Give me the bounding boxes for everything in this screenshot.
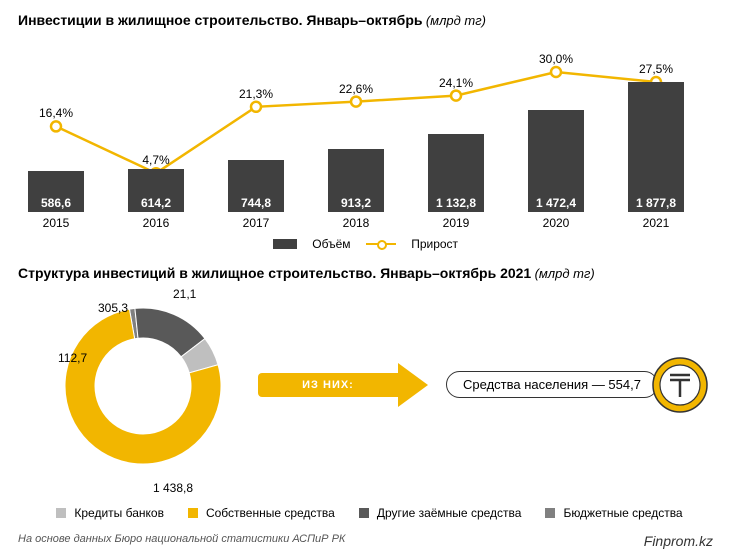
bar: 1 472,4 [528,110,584,212]
chart2-title-text: Структура инвестиций в жилищное строител… [18,265,531,281]
bar: 586,6 [28,171,84,212]
legend-bar-swatch [273,239,297,249]
x-axis-label: 2016 [128,216,184,230]
footer: На основе данных Бюро национальной стати… [18,533,713,549]
bar-value-label: 913,2 [328,196,384,210]
chart1-title: Инвестиции в жилищное строительство. Янв… [18,12,713,28]
growth-label: 24,1% [431,76,481,90]
bar-value-label: 1 472,4 [528,196,584,210]
bar-value-label: 744,8 [228,196,284,210]
bar-value-label: 1 877,8 [628,196,684,210]
chart1-legend: Объём Прирост [18,236,713,251]
growth-label: 16,4% [31,106,81,120]
growth-label: 4,7% [131,153,181,167]
chart1-unit: (млрд тг) [426,13,486,28]
donut-chart [58,301,228,471]
donut-slice-label: 305,3 [98,301,128,315]
chart2-title: Структура инвестиций в жилищное строител… [18,265,713,281]
chart2-area: ИЗ НИХ: Средства населения — 554,7 1 438… [18,281,713,511]
growth-label: 27,5% [631,62,681,76]
arrow-head-icon [398,363,428,407]
bar: 614,2 [128,169,184,212]
chart2-unit: (млрд тг) [535,266,595,281]
bar: 1 132,8 [428,134,484,212]
donut-slice-label: 21,1 [173,287,196,301]
x-axis-label: 2021 [628,216,684,230]
footer-source: На основе данных Бюро национальной стати… [18,533,345,545]
donut-slice-label: 112,7 [58,351,87,365]
growth-label: 30,0% [531,52,581,66]
x-axis-label: 2019 [428,216,484,230]
x-axis-label: 2015 [28,216,84,230]
chart1-area: 586,6 2015 16,4% 614,2 2016 4,7% 744,8 2017 21,3… [18,34,713,234]
bar: 913,2 [328,149,384,212]
growth-label: 21,3% [231,87,281,101]
legend-line-swatch [366,243,396,245]
bar: 1 877,8 [628,82,684,212]
growth-label: 22,6% [331,82,381,96]
donut-slice-label: 1 438,8 [153,481,193,495]
bar-value-label: 1 132,8 [428,196,484,210]
arrow-label: ИЗ НИХ: [258,373,398,397]
chart1-title-text: Инвестиции в жилищное строительство. Янв… [18,12,422,28]
x-axis-label: 2017 [228,216,284,230]
bar-value-label: 614,2 [128,196,184,210]
bar-value-label: 586,6 [28,196,84,210]
legend-volume-label: Объём [312,237,350,251]
tenge-coin-icon [652,357,708,413]
x-axis-label: 2020 [528,216,584,230]
legend-growth-label: Прирост [411,237,458,251]
footer-brand: Finprom.kz [644,533,713,549]
bar: 744,8 [228,160,284,212]
x-axis-label: 2018 [328,216,384,230]
callout-text: Средства населения — 554,7 [446,371,658,398]
